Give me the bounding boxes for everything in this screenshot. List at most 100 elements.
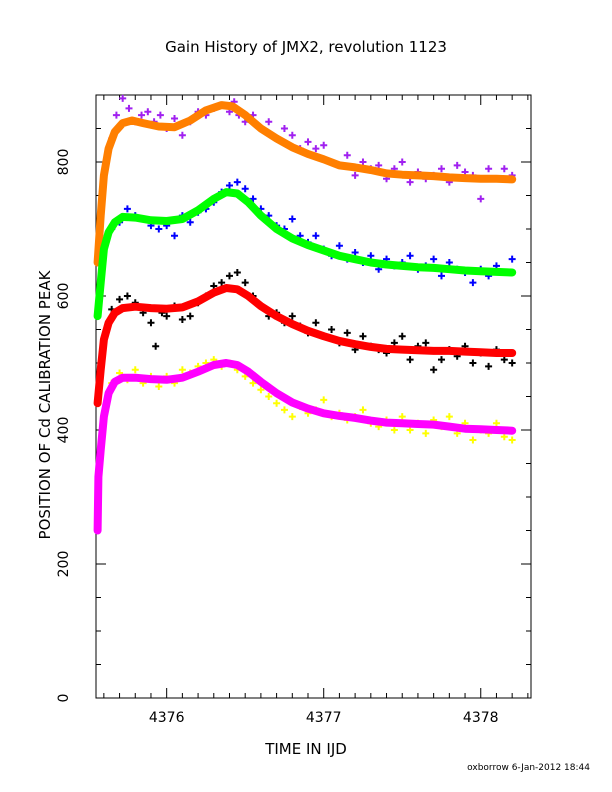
series-5	[93, 284, 517, 408]
data-point	[210, 282, 218, 290]
data-point	[359, 406, 367, 414]
data-point	[485, 165, 493, 173]
data-point	[144, 108, 152, 116]
data-point	[100, 172, 107, 179]
data-point	[163, 312, 171, 320]
data-point	[328, 326, 336, 333]
series-4	[108, 269, 516, 374]
y-tick-label: 600	[56, 283, 72, 310]
data-point	[335, 242, 343, 250]
data-point	[422, 429, 430, 437]
series-0	[108, 94, 516, 203]
data-point	[351, 248, 359, 256]
data-point	[225, 272, 233, 280]
data-series	[93, 94, 517, 535]
data-point	[280, 125, 288, 132]
data-point	[97, 447, 104, 454]
data-point	[406, 356, 414, 364]
data-point	[500, 356, 508, 364]
data-point	[119, 94, 127, 102]
data-point	[492, 419, 500, 427]
data-point	[508, 436, 516, 444]
data-point	[453, 161, 461, 169]
data-point	[445, 413, 453, 421]
data-point	[406, 426, 414, 434]
plot-frame	[95, 94, 532, 699]
series-7	[93, 359, 517, 535]
data-point	[218, 279, 226, 287]
data-point	[437, 356, 445, 364]
data-point	[485, 362, 493, 370]
data-point	[398, 332, 406, 340]
data-point	[155, 382, 163, 390]
data-point	[406, 252, 414, 260]
data-point	[105, 390, 112, 397]
data-point	[500, 165, 508, 173]
series-3	[93, 188, 517, 321]
data-point	[131, 366, 139, 374]
data-point	[445, 259, 453, 266]
data-point	[398, 413, 406, 421]
data-point	[430, 366, 438, 374]
data-point	[288, 413, 296, 421]
data-point	[351, 171, 359, 179]
data-point	[178, 131, 186, 139]
data-point	[112, 111, 120, 119]
data-point	[500, 433, 508, 441]
data-point	[422, 339, 430, 347]
series-line	[93, 188, 517, 321]
data-point	[94, 527, 101, 534]
data-point	[111, 378, 118, 385]
data-point	[437, 165, 445, 173]
data-point	[97, 366, 104, 373]
data-point	[116, 295, 124, 303]
data-point	[390, 339, 398, 347]
data-point	[178, 366, 186, 374]
data-point	[508, 359, 516, 367]
data-point	[280, 406, 288, 414]
data-point	[469, 359, 477, 367]
data-point	[241, 279, 249, 287]
series-line	[93, 359, 517, 535]
data-point	[119, 305, 126, 312]
data-point	[304, 138, 312, 146]
y-tick-label: 200	[56, 551, 72, 578]
y-axis-label: POSITION OF Cd CALIBRATION PEAK	[36, 269, 54, 539]
data-point	[343, 151, 351, 159]
y-tick-label: 0	[56, 694, 72, 703]
series-1	[93, 101, 517, 267]
data-point	[343, 329, 351, 337]
data-point	[111, 128, 118, 135]
data-point	[508, 255, 516, 263]
data-point	[241, 185, 249, 193]
data-point	[225, 181, 233, 189]
x-tick-label: 4378	[463, 710, 499, 726]
data-point	[233, 269, 241, 277]
data-point	[312, 319, 320, 327]
data-point	[249, 379, 257, 387]
x-axis-label: TIME IN IJD	[264, 740, 347, 758]
data-point	[111, 219, 118, 226]
data-point	[288, 215, 296, 223]
data-point	[249, 195, 257, 203]
data-point	[430, 255, 438, 263]
data-point	[123, 292, 131, 300]
data-point	[257, 386, 265, 394]
data-point	[265, 118, 273, 126]
data-point	[156, 111, 164, 119]
data-point	[155, 225, 163, 233]
data-point	[312, 232, 320, 240]
data-point	[273, 399, 281, 407]
data-point	[288, 131, 296, 139]
data-point	[469, 279, 477, 287]
data-point	[152, 342, 160, 350]
data-point	[123, 205, 131, 213]
data-point	[359, 158, 367, 166]
y-tick-label: 400	[56, 417, 72, 444]
data-point	[105, 229, 112, 236]
data-point	[186, 218, 194, 226]
data-point	[105, 145, 112, 152]
data-point	[288, 312, 296, 320]
data-point	[94, 313, 101, 320]
data-point	[147, 319, 155, 327]
